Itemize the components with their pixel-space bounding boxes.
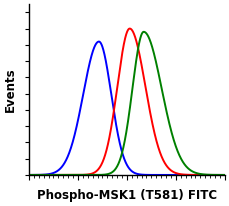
- Y-axis label: Events: Events: [4, 67, 17, 112]
- X-axis label: Phospho-MSK1 (T581) FITC: Phospho-MSK1 (T581) FITC: [37, 189, 217, 202]
